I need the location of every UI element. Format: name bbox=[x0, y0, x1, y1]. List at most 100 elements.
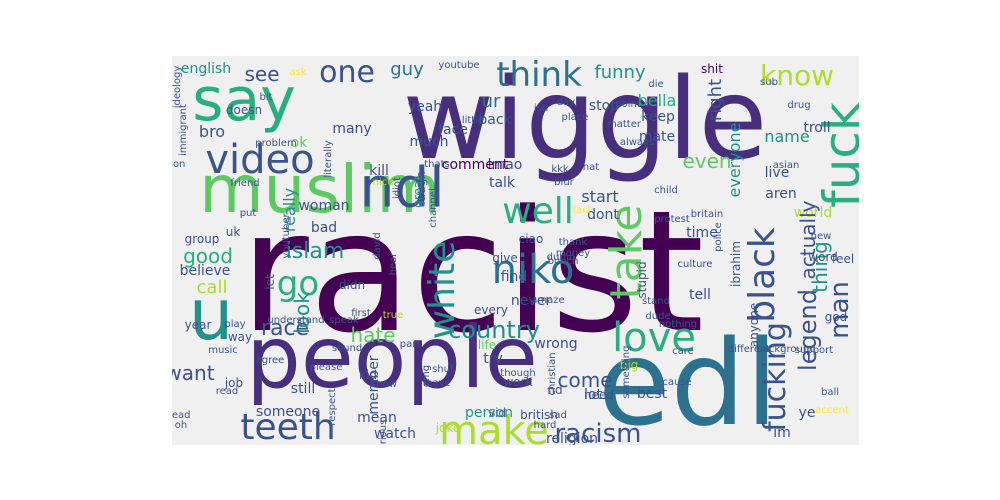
word-accent: accent bbox=[815, 405, 849, 416]
word-point: point bbox=[615, 99, 641, 110]
word-first: first bbox=[351, 308, 371, 319]
word-name: name bbox=[764, 127, 810, 146]
word-believe: believe bbox=[179, 263, 231, 279]
word-doesn: doesn bbox=[225, 103, 263, 117]
word-country: country bbox=[448, 316, 540, 344]
word-look: look bbox=[290, 292, 314, 334]
word-bit: bit bbox=[259, 92, 273, 103]
word-literally: literally bbox=[323, 140, 334, 178]
word-music: music bbox=[208, 345, 238, 356]
word-sub: sub bbox=[760, 77, 778, 88]
word-good: good bbox=[183, 244, 233, 268]
word-give: give bbox=[492, 251, 518, 265]
word-bella: bella bbox=[637, 91, 677, 110]
word-speak: speak bbox=[329, 315, 359, 326]
word-every: every bbox=[474, 303, 508, 317]
word-legend: legend bbox=[794, 289, 822, 371]
word-great: great bbox=[411, 176, 425, 208]
word-ibrahim: ibrahim bbox=[729, 241, 743, 287]
word-please: please bbox=[309, 362, 343, 373]
word-kkk: kkk bbox=[551, 164, 569, 175]
word-tell: tell bbox=[689, 287, 711, 303]
word-ciao: ciao bbox=[518, 232, 544, 246]
word-know: know bbox=[760, 59, 834, 92]
word-hear: hear bbox=[388, 252, 399, 276]
word-david: david bbox=[372, 232, 383, 260]
word-isn: isn bbox=[533, 103, 549, 114]
word-ball: ball bbox=[820, 387, 840, 398]
word-never: never bbox=[510, 293, 552, 309]
word-channel: channel bbox=[428, 188, 439, 228]
word-wrong: wrong bbox=[534, 336, 578, 352]
word-group: group bbox=[184, 232, 220, 246]
word-right: right bbox=[705, 78, 726, 122]
word-part: part bbox=[399, 339, 421, 350]
word-matter: matter bbox=[607, 119, 641, 130]
word-live: live bbox=[764, 165, 790, 181]
word-day: day bbox=[556, 97, 576, 108]
word-yeah: yeah bbox=[407, 99, 443, 115]
word-go: go bbox=[276, 264, 320, 304]
word-youtube: youtube bbox=[438, 60, 480, 71]
word-ask: ask bbox=[289, 67, 307, 78]
word-understand: understand bbox=[267, 315, 325, 326]
word-troll: troll bbox=[803, 120, 831, 136]
word-someone: someone bbox=[255, 404, 321, 420]
word-british: british bbox=[520, 408, 558, 422]
word-true: true bbox=[382, 310, 404, 321]
word-gon: gon bbox=[172, 159, 186, 170]
word-person: person bbox=[465, 405, 513, 421]
word-year: year bbox=[184, 318, 212, 332]
word-new: new bbox=[810, 231, 832, 242]
word-something: something bbox=[621, 345, 632, 399]
word-want: want bbox=[172, 361, 215, 385]
word-youtuber: youtuber bbox=[281, 213, 292, 259]
word-bunch: bunch bbox=[547, 256, 579, 267]
word-everyone: everyone bbox=[725, 122, 744, 198]
word-asian: asian bbox=[772, 160, 800, 171]
word-immigrant: immigrant bbox=[178, 104, 189, 156]
word-come: come bbox=[557, 368, 613, 392]
word-joke: joke bbox=[435, 421, 461, 435]
word-hard: hard bbox=[533, 420, 557, 431]
word-see: see bbox=[244, 62, 280, 86]
word-call: call bbox=[196, 277, 228, 298]
word-uk: uk bbox=[225, 225, 241, 239]
word-problem: problem bbox=[255, 138, 297, 149]
word-still: still bbox=[290, 381, 316, 397]
word-dont: dont bbox=[587, 207, 619, 223]
word-niko: niko bbox=[491, 247, 575, 293]
word-time: time bbox=[686, 225, 718, 241]
word-comment: comment bbox=[441, 157, 509, 173]
word-ur: ur bbox=[481, 91, 501, 112]
word-english: english bbox=[180, 61, 232, 77]
word-cause: cause bbox=[662, 377, 692, 388]
word-guy: guy bbox=[390, 59, 424, 80]
word-nice: nice bbox=[372, 177, 394, 188]
word-little: little bbox=[461, 115, 485, 126]
word-face: face bbox=[438, 122, 468, 138]
word-respect: respect bbox=[327, 388, 338, 426]
word-ideology: ideology bbox=[172, 65, 183, 109]
word-stand: stand bbox=[642, 296, 670, 307]
word-stupid: stupid bbox=[635, 261, 649, 299]
word-love: love bbox=[612, 315, 696, 361]
word-job: job bbox=[224, 376, 244, 390]
word-sound: sound bbox=[331, 343, 363, 354]
word-big: big bbox=[619, 358, 639, 372]
word-shut: shut bbox=[432, 364, 454, 375]
word-care: care bbox=[672, 346, 694, 357]
word-fact: fact bbox=[572, 205, 592, 216]
word-money: money bbox=[555, 248, 591, 259]
word-thank: thank bbox=[558, 237, 588, 248]
word-shit: shit bbox=[701, 62, 723, 76]
word-lmao: lmao bbox=[487, 157, 523, 173]
word-blur: blur bbox=[554, 177, 574, 188]
word-christian: christian bbox=[547, 352, 558, 396]
word-best: best bbox=[636, 386, 668, 402]
word-racist: racist bbox=[239, 174, 705, 370]
word-make: make bbox=[439, 408, 549, 445]
word-nothing: nothing bbox=[658, 319, 698, 330]
word-life: life bbox=[477, 338, 497, 352]
